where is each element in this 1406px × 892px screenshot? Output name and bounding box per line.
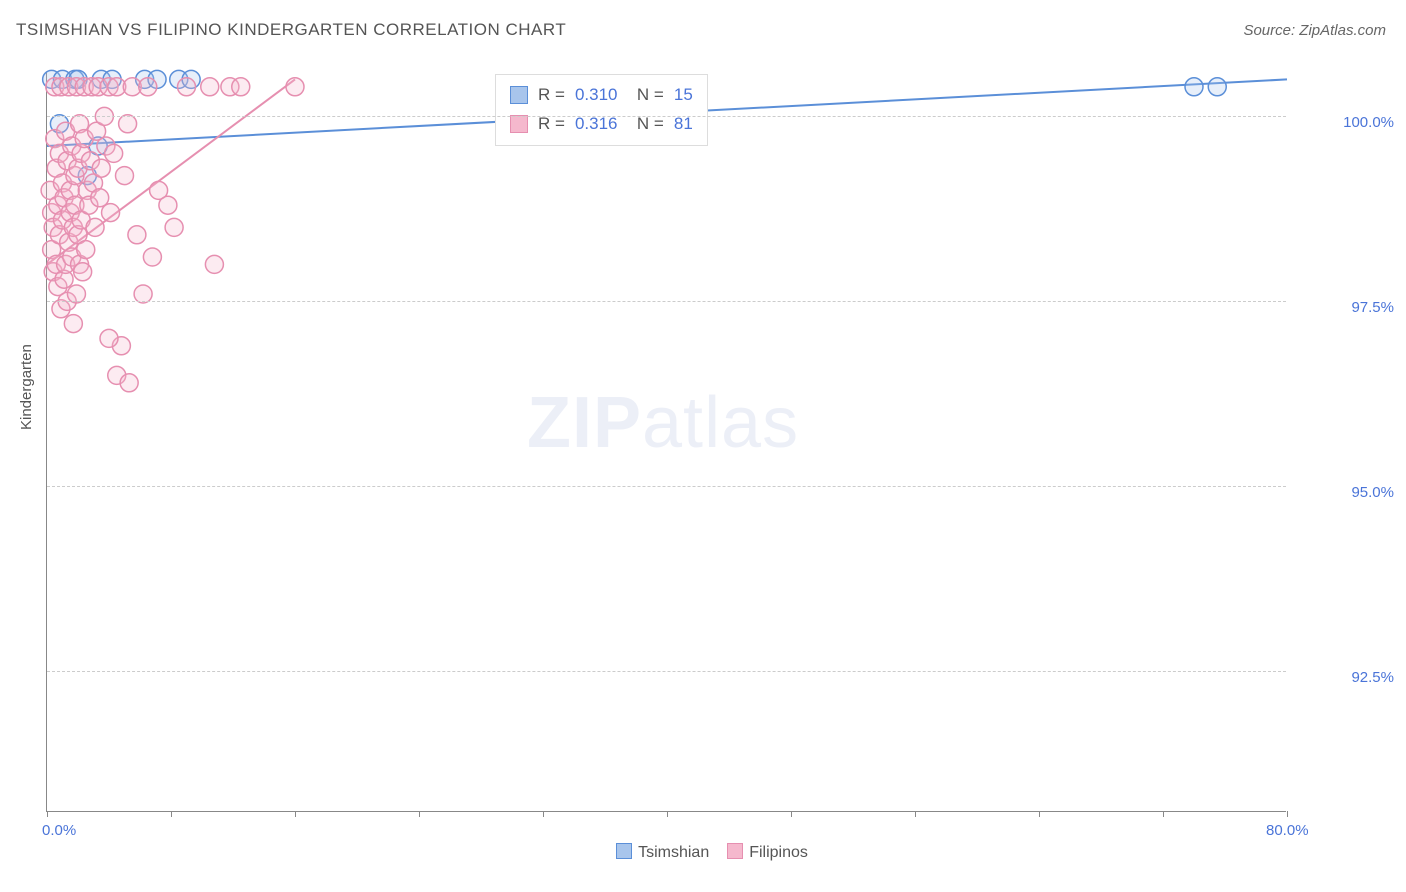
xtick-mark [791,811,792,817]
bottom-legend: Tsimshian Filipinos [0,843,1406,862]
xtick-mark [47,811,48,817]
chart-title: TSIMSHIAN VS FILIPINO KINDERGARTEN CORRE… [16,20,566,40]
stat-swatch [510,86,528,104]
y-axis-label: Kindergarten [18,344,35,430]
data-point [67,285,85,303]
data-point [159,196,177,214]
data-point [64,315,82,333]
data-point [143,248,161,266]
plot-area: ZIPatlas R = 0.310 N = 15R = 0.316 N = 8… [46,72,1286,812]
legend-label: Tsimshian [638,844,709,861]
stat-swatch [510,115,528,133]
gridline-h [47,116,1286,117]
xtick-mark [915,811,916,817]
data-point [105,144,123,162]
data-point [139,78,157,96]
stat-n-value: 15 [674,81,693,110]
data-point [86,218,104,236]
xtick-mark [1287,811,1288,817]
xtick-mark [1039,811,1040,817]
xtick-max-label: 80.0% [1266,822,1309,839]
stat-r-value: 0.316 [575,110,618,139]
xtick-mark [543,811,544,817]
stat-row: R = 0.310 N = 15 [510,81,693,110]
data-point [134,285,152,303]
xtick-mark [1163,811,1164,817]
data-point [201,78,219,96]
data-point [1185,78,1203,96]
plot-svg [47,72,1286,811]
stat-r-label: R = [538,81,565,110]
xtick-mark [171,811,172,817]
stat-n-label: N = [627,81,663,110]
data-point [102,204,120,222]
data-point [120,374,138,392]
gridline-h [47,671,1286,672]
data-point [205,255,223,273]
data-point [92,159,110,177]
legend-swatch [616,843,632,859]
legend-label: Filipinos [749,844,808,861]
data-point [74,263,92,281]
legend-swatch [727,843,743,859]
ytick-label: 95.0% [1351,484,1394,501]
data-point [77,241,95,259]
data-point [116,167,134,185]
chart-source: Source: ZipAtlas.com [1243,22,1386,39]
data-point [128,226,146,244]
gridline-h [47,301,1286,302]
stat-n-value: 81 [674,110,693,139]
data-point [178,78,196,96]
correlation-stat-box: R = 0.310 N = 15R = 0.316 N = 81 [495,74,708,146]
data-point [232,78,250,96]
stat-row: R = 0.316 N = 81 [510,110,693,139]
ytick-label: 100.0% [1343,114,1394,131]
xtick-min-label: 0.0% [42,822,76,839]
ytick-label: 92.5% [1351,669,1394,686]
ytick-label: 97.5% [1351,299,1394,316]
xtick-mark [295,811,296,817]
xtick-mark [419,811,420,817]
data-point [286,78,304,96]
data-point [165,218,183,236]
gridline-h [47,486,1286,487]
stat-r-label: R = [538,110,565,139]
stat-n-label: N = [627,110,663,139]
data-point [119,115,137,133]
stat-r-value: 0.310 [575,81,618,110]
data-point [1208,78,1226,96]
data-point [100,329,118,347]
xtick-mark [667,811,668,817]
